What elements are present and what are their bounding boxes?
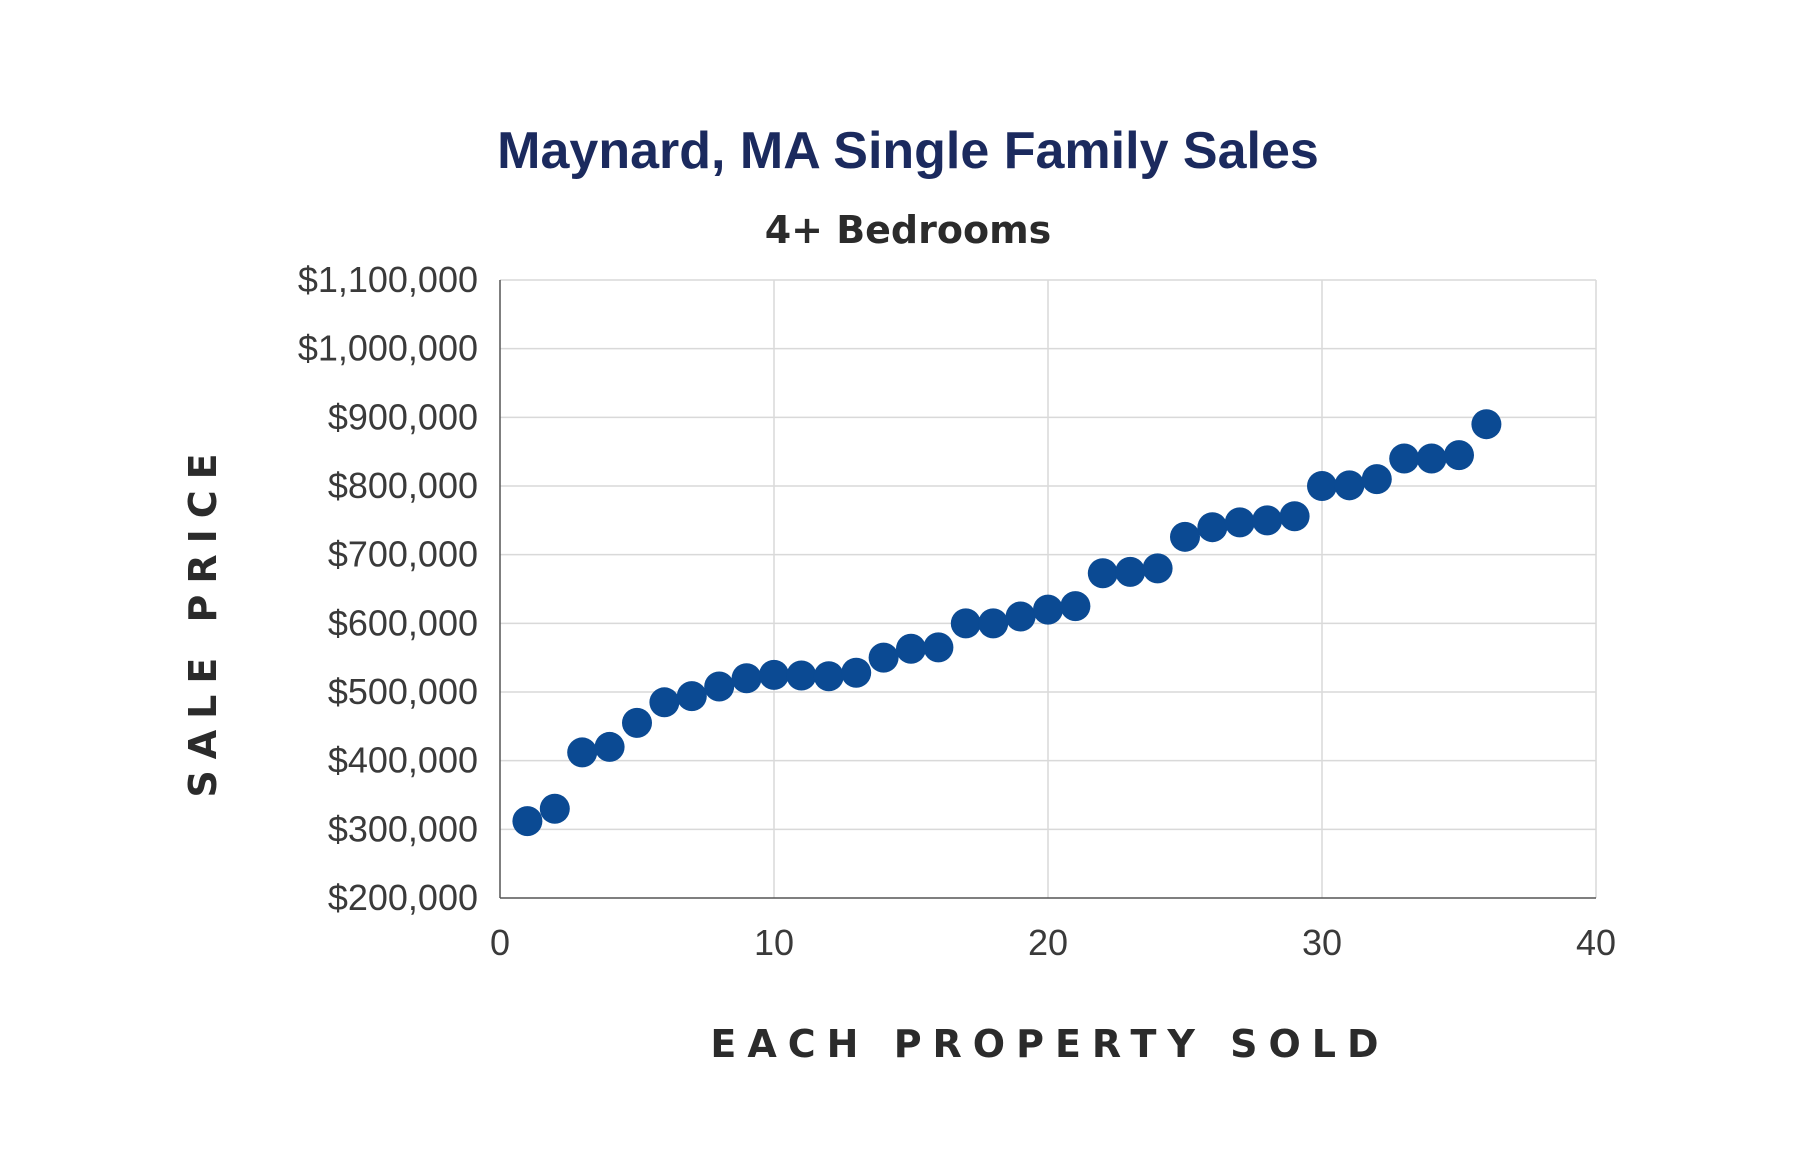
grid-lines bbox=[500, 279, 1597, 898]
data-point bbox=[649, 687, 680, 718]
y-tick-label: $400,000 bbox=[328, 740, 478, 781]
data-point bbox=[512, 806, 543, 837]
chart-subtitle: 4+ Bedrooms bbox=[765, 208, 1052, 252]
data-point bbox=[868, 642, 899, 673]
x-tick-label: 20 bbox=[1028, 922, 1068, 963]
y-tick-label: $1,000,000 bbox=[298, 328, 478, 369]
y-tick-label: $800,000 bbox=[328, 465, 478, 506]
data-point bbox=[1307, 471, 1337, 501]
y-tick-label: $700,000 bbox=[328, 534, 478, 575]
y-tick-labels: $200,000 $300,000 $400,000 $500,000 $600,000… bbox=[298, 259, 478, 918]
data-point bbox=[1416, 443, 1447, 474]
data-point bbox=[704, 671, 735, 702]
data-point bbox=[1170, 521, 1200, 552]
data-point bbox=[896, 633, 926, 664]
data-point bbox=[594, 731, 625, 762]
data-point bbox=[1334, 470, 1365, 501]
data-point bbox=[1389, 443, 1420, 474]
data-point bbox=[1142, 553, 1173, 584]
x-tick-label: 10 bbox=[754, 922, 794, 963]
x-tick-labels: 0 10 20 30 40 bbox=[490, 922, 1616, 963]
data-point bbox=[1279, 501, 1310, 532]
axes bbox=[499, 280, 1596, 899]
y-tick-label: $1,100,000 bbox=[298, 259, 478, 300]
data-point bbox=[1444, 440, 1474, 471]
data-point bbox=[841, 657, 872, 688]
data-point bbox=[813, 661, 844, 692]
data-point bbox=[567, 737, 598, 768]
y-tick-label: $200,000 bbox=[328, 877, 478, 918]
data-point bbox=[759, 659, 789, 690]
data-point bbox=[1471, 409, 1502, 440]
x-tick-label: 0 bbox=[490, 922, 510, 963]
data-point bbox=[1224, 507, 1255, 538]
y-tick-label: $300,000 bbox=[328, 808, 478, 849]
data-point bbox=[539, 793, 570, 824]
x-axis-label: EACH PROPERTY SOLD bbox=[710, 1022, 1389, 1066]
data-point bbox=[676, 681, 707, 712]
y-tick-label: $500,000 bbox=[328, 671, 478, 712]
data-points bbox=[512, 409, 1502, 837]
chart-title: Maynard, MA Single Family Sales bbox=[497, 122, 1319, 180]
x-tick-label: 40 bbox=[1576, 922, 1616, 963]
data-point bbox=[786, 660, 817, 691]
data-point bbox=[978, 608, 1009, 639]
y-tick-label: $900,000 bbox=[328, 396, 478, 437]
data-point bbox=[1005, 601, 1036, 632]
data-point bbox=[731, 663, 762, 694]
data-point bbox=[1033, 594, 1063, 625]
y-axis-label: SALE PRICE bbox=[181, 442, 225, 797]
data-point bbox=[1197, 512, 1228, 543]
data-point bbox=[622, 707, 652, 738]
x-tick-label: 30 bbox=[1302, 922, 1342, 963]
data-point bbox=[1060, 591, 1091, 622]
data-point bbox=[1087, 558, 1118, 589]
data-point bbox=[1115, 556, 1146, 587]
data-point bbox=[1252, 505, 1283, 536]
y-tick-label: $600,000 bbox=[328, 602, 478, 643]
data-point bbox=[923, 632, 954, 663]
data-point bbox=[1361, 464, 1392, 495]
data-point bbox=[950, 608, 981, 639]
